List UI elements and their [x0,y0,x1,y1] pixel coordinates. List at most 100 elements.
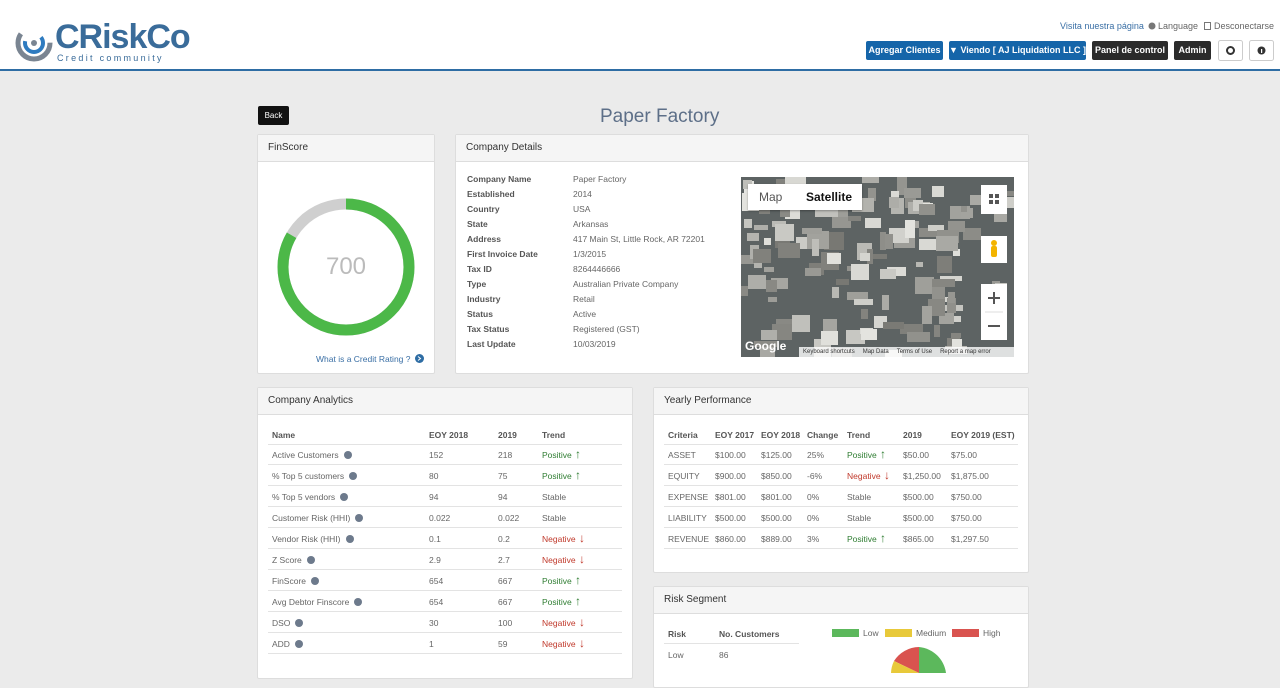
finscore-panel: FinScore 700 What is a Credit Rating ? [257,134,435,374]
detail-value: Registered (GST) [573,324,640,334]
cell: 654 [429,576,444,586]
cell: Stable [847,513,872,523]
map-block [952,339,962,348]
cell: $75.00 [951,450,977,460]
detail-label: Established [467,189,515,199]
link[interactable]: Language [1158,21,1199,31]
risk-panel: Risk Segment Risk No. Customers Low 86 Low Me… [653,586,1029,688]
cell: $860.00 [715,534,746,544]
map-block [754,225,768,230]
trend-arrow: ↑ [575,447,581,461]
map-footer-link[interactable]: Terms of Use [896,349,933,355]
map-block [775,224,794,241]
map-block [913,200,923,211]
map-button[interactable]: Map [759,190,783,204]
info-icon[interactable] [354,598,363,606]
info-icon[interactable] [349,472,358,480]
map-footer-link[interactable]: Report a map error [940,349,991,355]
link[interactable]: Desconectarse [1214,21,1275,31]
cell: $1,250.00 [903,471,941,481]
cell: EXPENSE [668,492,709,502]
info-button[interactable] [1249,40,1274,61]
row-line [664,643,799,644]
map-block [778,243,800,258]
map[interactable]: Map Satellite Google Keyboard shortcuts M… [741,177,1014,357]
cell: 152 [429,450,444,460]
info-icon[interactable] [345,535,354,543]
map-block [947,298,956,313]
cell: $865.00 [903,534,934,544]
map-block [827,253,841,264]
cell: $900.00 [715,471,746,481]
cell: 80 [429,471,439,481]
cell: $750.00 [951,492,982,502]
detail-label: Status [467,309,493,319]
fullscreen-button[interactable] [981,185,1007,214]
trend-arrow: ↓ [884,468,890,482]
cell: FinScore [272,576,320,586]
yearly-panel: Yearly Performance Criteria EOY 2017 EOY 2… [653,387,1029,573]
map-block [936,236,958,251]
button[interactable]: Agregar Clientes [866,41,943,60]
logo[interactable]: CRiskCo [55,18,191,56]
map-block [785,209,800,219]
map-block [928,225,944,231]
map-block [1003,197,1014,208]
panel-title: Company Analytics [258,388,632,415]
link[interactable]: What is a Credit Rating ? [316,354,411,364]
info-icon[interactable] [355,514,364,522]
detail-label: State [467,219,488,229]
map-block [862,177,879,183]
map-block [948,221,965,232]
pegman[interactable] [981,236,1007,263]
info-icon[interactable] [340,493,349,501]
panel-title: Yearly Performance [654,388,1028,415]
map-footer-link[interactable]: Keyboard shortcuts [803,349,855,355]
back-button[interactable]: Back [258,106,289,125]
button[interactable]: Panel de control [1092,41,1168,60]
map-footer: Keyboard shortcuts Map Data Terms of Use Re… [799,347,1014,357]
cell: 667 [498,576,513,586]
map-button[interactable]: Satellite [806,190,853,204]
header: CRiskCo Credit community Visita nuestra … [0,0,1280,71]
cell: Stable [542,492,567,502]
info-icon[interactable] [306,556,315,564]
map-block [922,306,932,324]
cell: 654 [429,597,444,607]
cell: $500.00 [903,492,934,502]
map-block [812,239,819,256]
cell: ASSET [668,450,696,460]
trend-arrow: ↑ [880,447,886,461]
link[interactable]: Visita nuestra página [1060,21,1144,31]
map-block [885,234,893,249]
column-header: No. Customers [719,629,780,639]
map-block [880,269,896,279]
button[interactable]: Admin [1174,41,1211,60]
detail-label: Country [467,204,500,214]
detail-label: Tax Status [467,324,510,334]
panel-title: Company Details [456,135,1028,162]
legend-label: High [983,628,1001,638]
map-block [743,180,752,189]
zoom-control[interactable] [981,284,1007,340]
info-icon[interactable] [294,640,303,648]
map-block [792,315,810,332]
map-block [889,197,899,208]
map-block [771,278,788,289]
info-icon[interactable] [343,451,352,459]
cell: Active Customers [272,450,352,460]
cell: Customer Risk (HHI) [272,513,364,523]
map-block [741,255,760,264]
map-block [937,256,952,273]
settings-button[interactable] [1218,40,1243,61]
panel-title: Risk Segment [654,587,1028,614]
info-icon[interactable] [295,619,304,627]
info-icon[interactable] [311,577,320,585]
cell: Low [668,650,684,660]
map-block [824,232,844,250]
map-block [882,295,889,310]
map-footer-link[interactable]: Map Data [862,349,889,355]
cell: Positive [542,471,572,481]
button[interactable]: ▼ Viendo [ AJ Liquidation LLC ] [949,41,1086,60]
detail-label: Company Name [467,174,532,184]
